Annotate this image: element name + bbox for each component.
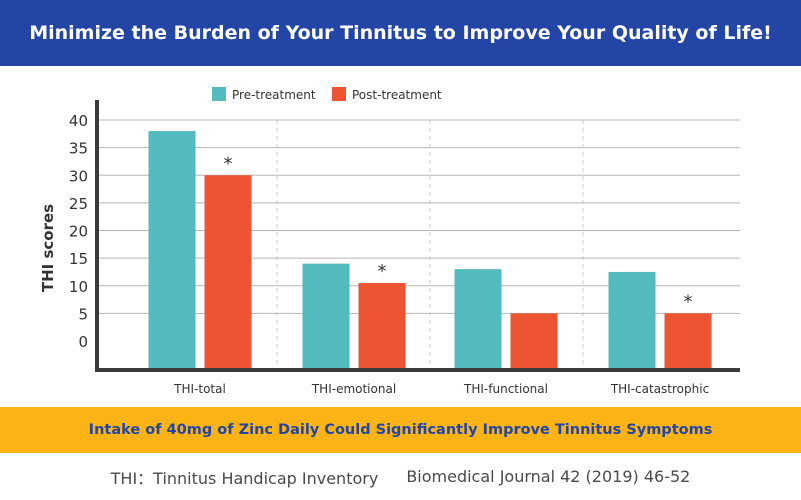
pre-treatment-bar	[454, 269, 502, 368]
significance-marker: *	[224, 153, 233, 174]
x-axis-line	[95, 368, 740, 372]
source-line: THI：Tinnitus Handicap Inventory Biomedic…	[0, 453, 801, 500]
post-treatment-bar	[664, 313, 712, 368]
page-title: Minimize the Burden of Your Tinnitus to …	[29, 22, 772, 44]
post-treatment-bar	[510, 313, 558, 368]
post-treatment-bar	[358, 282, 406, 368]
abbreviation-note: THI：Tinnitus Handicap Inventory	[110, 468, 379, 488]
y-tick-label: 40	[69, 112, 88, 130]
legend-label-post: Post-treatment	[352, 88, 442, 102]
significance-marker: *	[378, 261, 387, 282]
y-tick-label: 25	[69, 195, 88, 213]
y-axis-title: THI scores	[39, 204, 57, 292]
bar-chart: 0 5 10 15 20 25 30 35 40 THI scores * THI-total * THI…	[39, 87, 740, 396]
significance-marker: *	[684, 291, 693, 312]
header-banner: Minimize the Burden of Your Tinnitus to …	[0, 0, 801, 66]
pre-treatment-bar	[148, 131, 196, 368]
footer-headline: Intake of 40mg of Zinc Daily Could Signi…	[88, 422, 713, 438]
x-tick-label: THI-emotional	[311, 382, 396, 396]
y-axis-line	[95, 100, 99, 372]
y-tick-label: 0	[78, 333, 88, 351]
x-tick-label: THI-total	[173, 382, 226, 396]
pre-treatment-bar	[608, 271, 656, 368]
reference-note: Biomedical Journal 42 (2019) 46-52	[406, 467, 691, 486]
y-tick-label: 20	[69, 223, 88, 241]
y-tick-label: 5	[78, 305, 88, 323]
legend-swatch-post	[332, 87, 346, 101]
y-tick-label: 10	[69, 278, 88, 296]
pre-treatment-bar	[302, 263, 350, 368]
post-treatment-bar	[204, 175, 252, 368]
x-tick-label: THI-functional	[463, 382, 548, 396]
y-tick-label: 35	[69, 140, 88, 158]
legend-label-pre: Pre-treatment	[232, 88, 316, 102]
y-tick-label: 15	[69, 250, 88, 268]
legend-swatch-pre	[212, 87, 226, 101]
footer-headline-bar: Intake of 40mg of Zinc Daily Could Signi…	[0, 407, 801, 453]
y-tick-label: 30	[69, 167, 88, 185]
x-tick-label: THI-catastrophic	[610, 382, 709, 396]
